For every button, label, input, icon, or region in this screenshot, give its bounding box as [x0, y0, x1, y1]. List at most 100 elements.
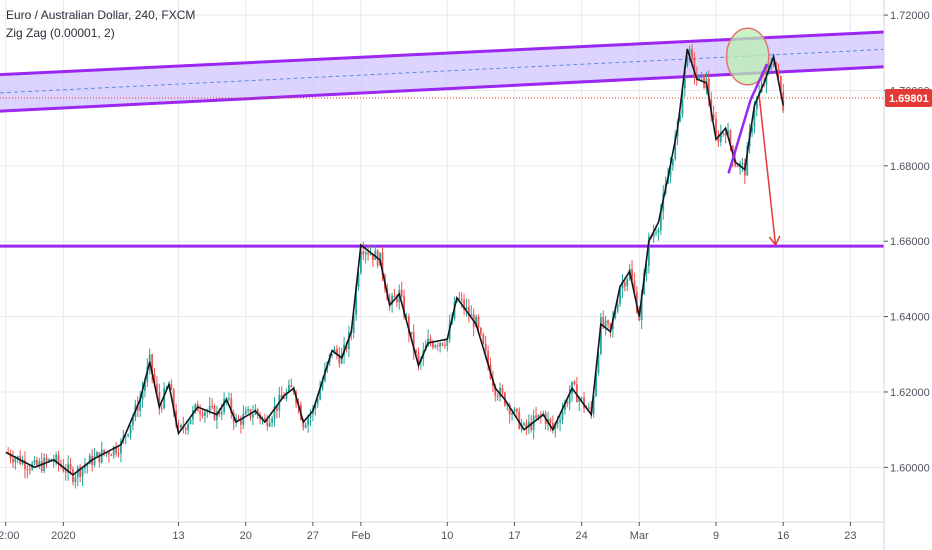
candle-body [659, 211, 662, 230]
candle-body [436, 345, 439, 347]
candle-body [180, 425, 182, 428]
candle-body [57, 454, 60, 464]
candle-body [151, 354, 154, 375]
candle-body [434, 345, 437, 348]
candle-body [230, 398, 233, 414]
candle-body [631, 269, 633, 281]
candle-body [288, 385, 290, 392]
candle-body [96, 452, 98, 457]
candle-body [184, 428, 187, 430]
candle-body [772, 62, 775, 66]
candle-body [307, 417, 310, 426]
candle-body [729, 130, 732, 146]
candle-body [36, 460, 38, 466]
candle-body [717, 135, 720, 142]
candle-body [640, 294, 643, 321]
candle-body [441, 343, 444, 346]
candle-body [499, 387, 501, 397]
candle-body [645, 266, 648, 274]
candle-body [364, 252, 367, 255]
candle-body [657, 229, 660, 233]
candle-body [511, 412, 513, 415]
candle-body [549, 418, 552, 424]
candle-body [602, 317, 605, 327]
candle-body [285, 391, 288, 399]
candle-body [362, 251, 365, 255]
candle-body [276, 406, 278, 411]
candle-body [587, 407, 590, 409]
candle-body [16, 456, 19, 459]
candlestick-series [7, 44, 785, 489]
y-tick-label: 1.64000 [890, 312, 930, 324]
candle-body [81, 468, 84, 477]
candle-body [563, 401, 566, 411]
candle-body [712, 114, 715, 119]
candle-body [417, 352, 420, 363]
candle-body [513, 408, 516, 413]
candle-body [14, 458, 17, 463]
candle-body [566, 401, 569, 404]
candle-body [158, 391, 161, 408]
candle-body [252, 414, 254, 418]
candle-body [283, 397, 286, 399]
candle-body [228, 398, 230, 400]
projection-arrow-line [758, 96, 777, 246]
candle-body [93, 456, 96, 466]
candle-body [671, 159, 674, 166]
candle-body [551, 423, 554, 430]
candle-body [340, 355, 343, 364]
candle-body [592, 395, 595, 414]
candle-body [405, 316, 408, 318]
candle-body [304, 425, 307, 428]
candle-body [410, 331, 413, 334]
candle-body [208, 405, 211, 411]
x-tick-label: 9 [713, 530, 719, 542]
candle-body [400, 290, 403, 296]
candle-body [199, 411, 202, 414]
annotation-drawings[interactable] [725, 27, 781, 246]
x-tick-label: 10 [441, 530, 453, 542]
candle-body [21, 460, 24, 464]
candle-body [779, 76, 782, 92]
candle-body [218, 411, 221, 415]
candle-body [518, 411, 521, 429]
candle-body [211, 405, 214, 407]
candle-body [108, 452, 110, 456]
candle-body [537, 414, 540, 418]
highlight-ellipse [725, 27, 770, 86]
candle-body [535, 415, 537, 418]
candle-body [148, 354, 151, 367]
y-tick-label: 1.60000 [890, 462, 930, 474]
candle-body [172, 389, 175, 411]
candle-body [127, 434, 130, 436]
candle-body [439, 343, 441, 347]
candle-body [463, 299, 465, 310]
candle-body [319, 388, 322, 400]
candle-body [165, 387, 168, 389]
candle-body [40, 461, 43, 471]
candle-body [194, 404, 197, 411]
x-tick-label: Feb [351, 530, 370, 542]
candle-body [700, 74, 703, 76]
candle-body [506, 404, 509, 406]
candle-body [583, 397, 585, 408]
candle-body [415, 350, 417, 353]
x-tick-label: 27 [307, 530, 319, 542]
candle-body [719, 133, 722, 142]
candle-body [599, 317, 602, 354]
candle-body [367, 252, 369, 255]
candle-body [216, 411, 218, 420]
candle-body [655, 232, 657, 234]
candle-body [338, 354, 341, 364]
candle-body [115, 446, 118, 454]
indicator-label[interactable]: Zig Zag (0.00001, 2) [6, 26, 115, 40]
symbol-title[interactable]: Euro / Australian Dollar, 240, FXCM [6, 8, 196, 22]
candle-body [129, 425, 132, 435]
candle-body [38, 461, 41, 466]
candle-body [578, 398, 581, 403]
candle-body [770, 65, 773, 67]
candle-body [741, 163, 744, 165]
candle-body [28, 469, 31, 471]
x-tick-label: 23 [844, 530, 856, 542]
